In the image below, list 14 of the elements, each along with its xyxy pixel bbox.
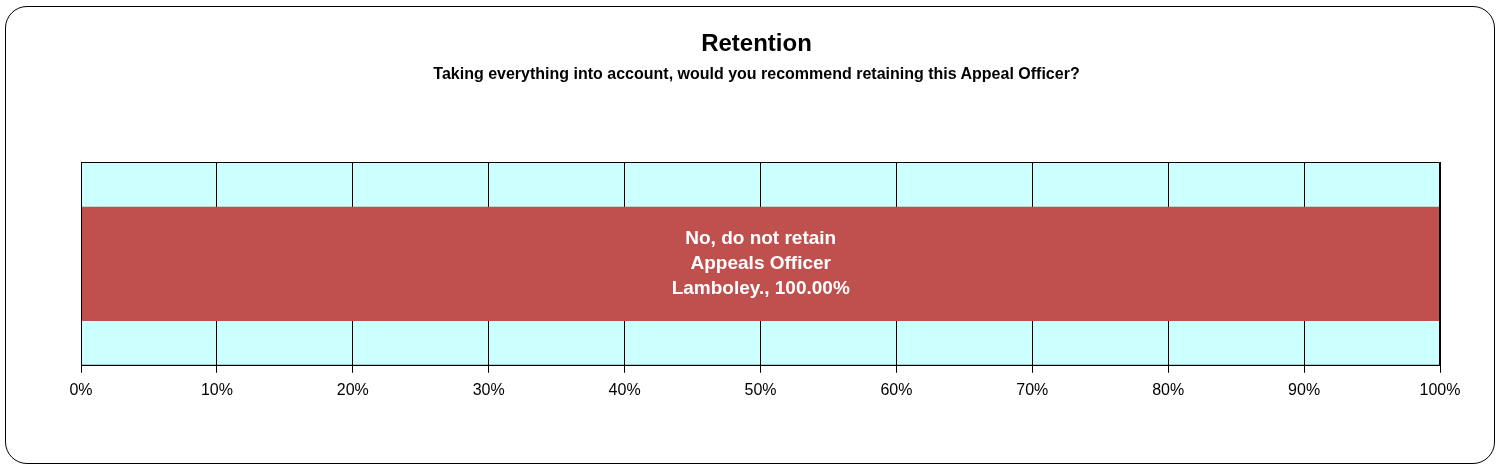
text: No, do not retain Appeals Officer Lamboley., 100.00% bbox=[671, 227, 850, 299]
x-tick-label: 100% bbox=[1419, 380, 1461, 398]
x-tick-label: 30% bbox=[472, 380, 505, 398]
x-tick-label: 70% bbox=[1016, 380, 1049, 398]
x-tick-label: 40% bbox=[608, 380, 641, 398]
x-tick-label: 90% bbox=[1288, 380, 1321, 398]
x-tick-label: 0% bbox=[69, 380, 93, 398]
x-tick-label: 50% bbox=[744, 380, 777, 398]
x-tick-label: 10% bbox=[200, 380, 233, 398]
chart-title: Retention bbox=[701, 29, 812, 57]
chart-subtitle: Taking everything into account, would you recommend retaining this Appeal Officer? bbox=[433, 64, 1080, 82]
x-tick-label: 60% bbox=[880, 380, 913, 398]
x-tick-label: 80% bbox=[1152, 380, 1185, 398]
x-tick-label: 20% bbox=[336, 380, 369, 398]
